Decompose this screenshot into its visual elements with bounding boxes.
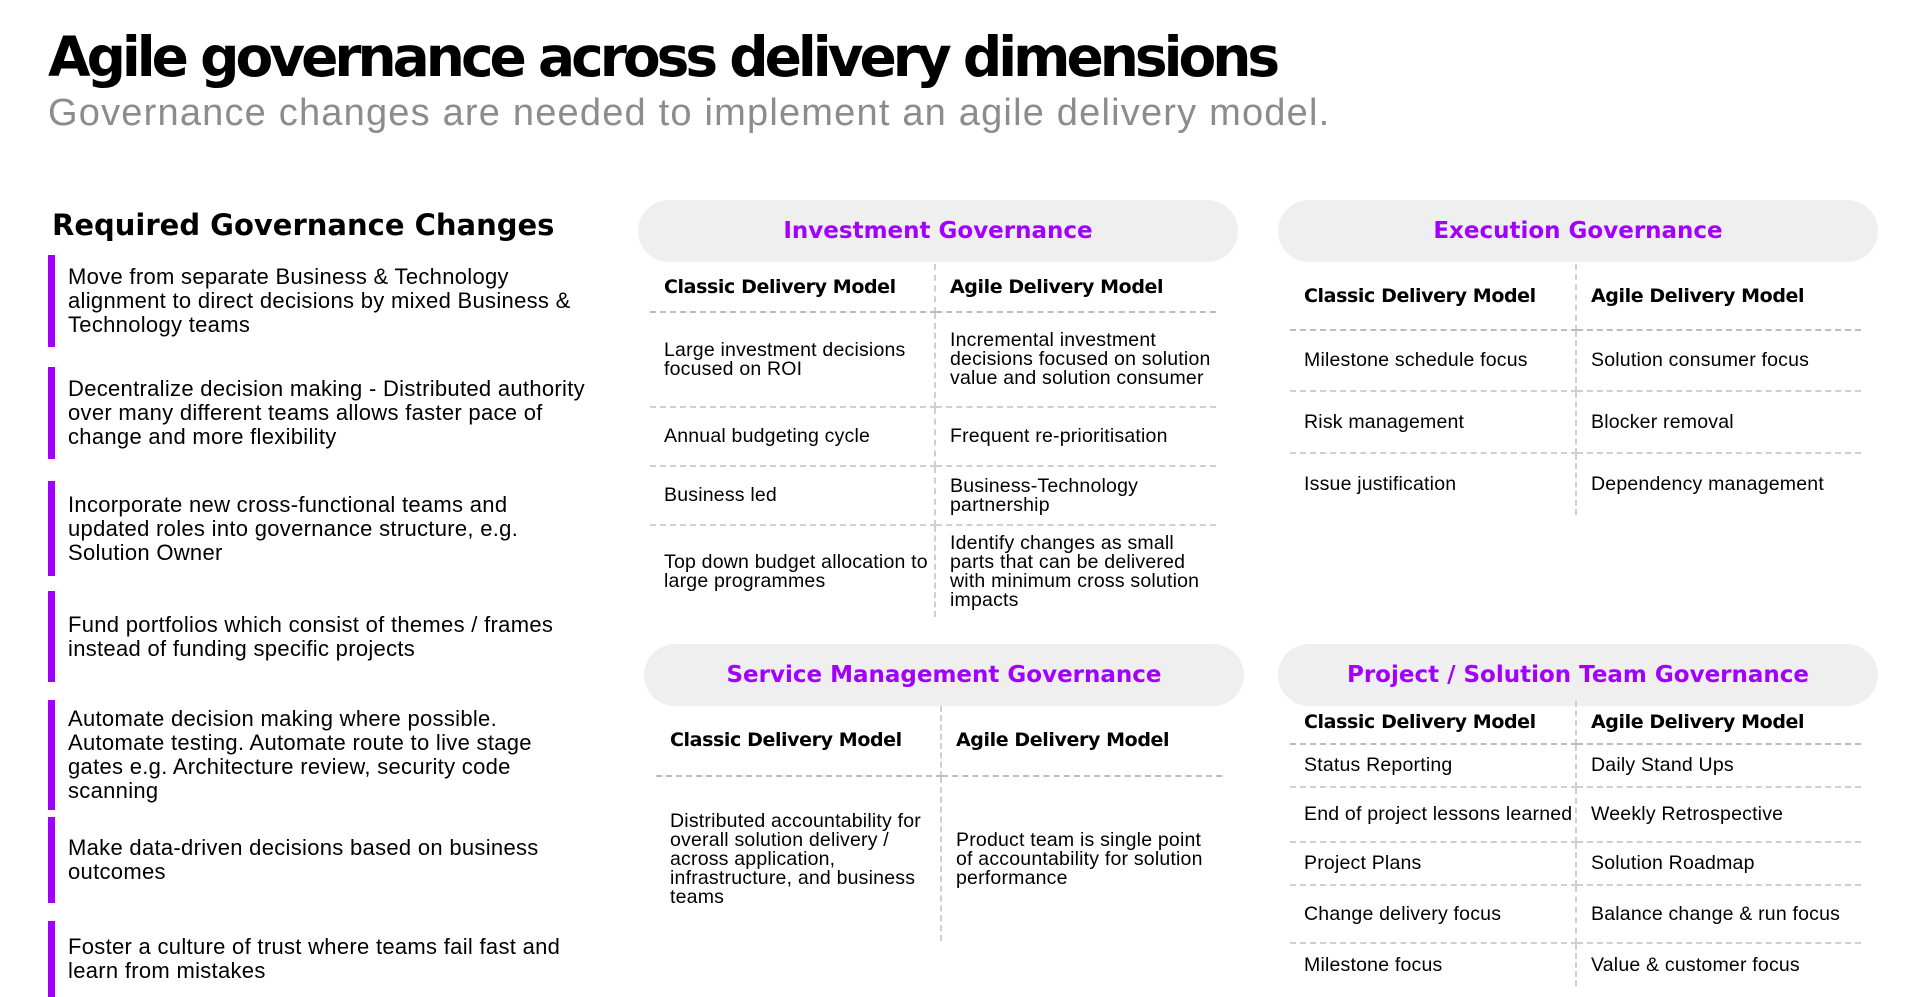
classic-model-header: Classic Delivery Model xyxy=(1290,701,1577,745)
service-governance-table: Classic Delivery Model Agile Delivery Mo… xyxy=(656,706,1222,941)
project-governance-panel: Project / Solution Team Governance Class… xyxy=(1278,644,1878,996)
required-change-text: Incorporate new cross-functional teams a… xyxy=(68,491,519,565)
required-changes-heading: Required Governance Changes xyxy=(52,208,555,242)
classic-cell: Business led xyxy=(650,466,936,526)
required-change-item: Foster a culture of trust where teams fa… xyxy=(48,921,593,997)
execution-governance-panel: Execution Governance Classic Delivery Mo… xyxy=(1278,200,1878,520)
classic-cell: End of project lessons learned xyxy=(1290,787,1577,843)
agile-cell: Dependency management xyxy=(1591,473,1824,495)
investment-governance-panel: Investment Governance Classic Delivery M… xyxy=(638,200,1238,620)
classic-cell: Project Plans xyxy=(1290,842,1577,886)
classic-model-header: Classic Delivery Model xyxy=(1290,264,1577,331)
classic-model-header: Classic Delivery Model xyxy=(656,706,942,777)
required-change-item: Decentralize decision making - Distribut… xyxy=(48,367,593,459)
agile-cell: Solution consumer focus xyxy=(1576,330,1861,392)
required-change-text: Decentralize decision making - Distribut… xyxy=(68,376,585,449)
investment-governance-table: Classic Delivery Model Agile Delivery Mo… xyxy=(650,264,1216,617)
required-change-item: Automate decision making where possible.… xyxy=(48,700,593,810)
service-governance-panel: Service Management Governance Classic De… xyxy=(644,644,1244,944)
required-change-text: Foster a culture of trust where teams fa… xyxy=(68,934,561,983)
classic-cell: Annual budgeting cycle xyxy=(650,407,936,467)
agile-cell: Blocker removal xyxy=(1576,391,1861,454)
service-governance-title: Service Management Governance xyxy=(644,644,1244,706)
execution-governance-table: Classic Delivery Model Agile Delivery Mo… xyxy=(1290,264,1861,515)
agile-cell: Solution Roadmap xyxy=(1576,842,1861,886)
required-change-item: Make data-driven decisions based on busi… xyxy=(48,817,593,903)
page-subtitle: Governance changes are needed to impleme… xyxy=(48,92,1331,134)
classic-cell: Milestone schedule focus xyxy=(1290,330,1577,392)
required-change-text: Move from separate Business & Technology… xyxy=(68,264,571,337)
page-title: Agile governance across delivery dimensi… xyxy=(48,25,1280,89)
required-change-text: Make data-driven decisions based on busi… xyxy=(68,835,539,884)
classic-model-header: Classic Delivery Model xyxy=(650,264,936,313)
agile-cell: Balance change & run focus xyxy=(1576,885,1861,944)
agile-model-header: Agile Delivery Model xyxy=(1576,701,1861,745)
agile-cell: Daily Stand Ups xyxy=(1576,744,1861,788)
classic-cell: Large investment decisions focused on RO… xyxy=(650,312,936,408)
agile-cell: Incremental investment decisions focused… xyxy=(935,312,1216,408)
agile-model-header: Agile Delivery Model xyxy=(935,264,1216,313)
project-governance-table: Classic Delivery Model Agile Delivery Mo… xyxy=(1290,701,1861,986)
required-change-item: Incorporate new cross-functional teams a… xyxy=(48,481,593,576)
required-change-item: Move from separate Business & Technology… xyxy=(48,255,593,347)
project-governance-title: Project / Solution Team Governance xyxy=(1278,644,1878,706)
agile-model-header: Agile Delivery Model xyxy=(941,706,1222,777)
execution-governance-title: Execution Governance xyxy=(1278,200,1878,262)
agile-cell: Identify changes as small parts that can… xyxy=(950,531,1200,611)
agile-model-header: Agile Delivery Model xyxy=(1576,264,1861,331)
classic-cell: Risk management xyxy=(1290,391,1577,454)
investment-governance-title: Investment Governance xyxy=(638,200,1238,262)
classic-cell: Distributed accountability for overall s… xyxy=(656,776,942,941)
classic-cell: Milestone focus xyxy=(1290,943,1577,986)
classic-cell: Top down budget allocation to large prog… xyxy=(650,525,936,617)
agile-cell: Value & customer focus xyxy=(1591,953,1800,976)
classic-cell: Status Reporting xyxy=(1290,744,1577,788)
agile-cell: Product team is single point of accounta… xyxy=(956,828,1203,889)
agile-cell: Business-Technology partnership xyxy=(935,466,1216,526)
required-change-text: Automate decision making where possible.… xyxy=(68,706,532,803)
required-change-item: Fund portfolios which consist of themes … xyxy=(48,591,593,682)
required-change-text: Fund portfolios which consist of themes … xyxy=(68,611,554,661)
agile-cell: Frequent re-prioritisation xyxy=(935,407,1216,467)
agile-cell: Weekly Retrospective xyxy=(1576,787,1861,843)
classic-cell: Issue justification xyxy=(1290,453,1577,515)
classic-cell: Change delivery focus xyxy=(1290,885,1577,944)
